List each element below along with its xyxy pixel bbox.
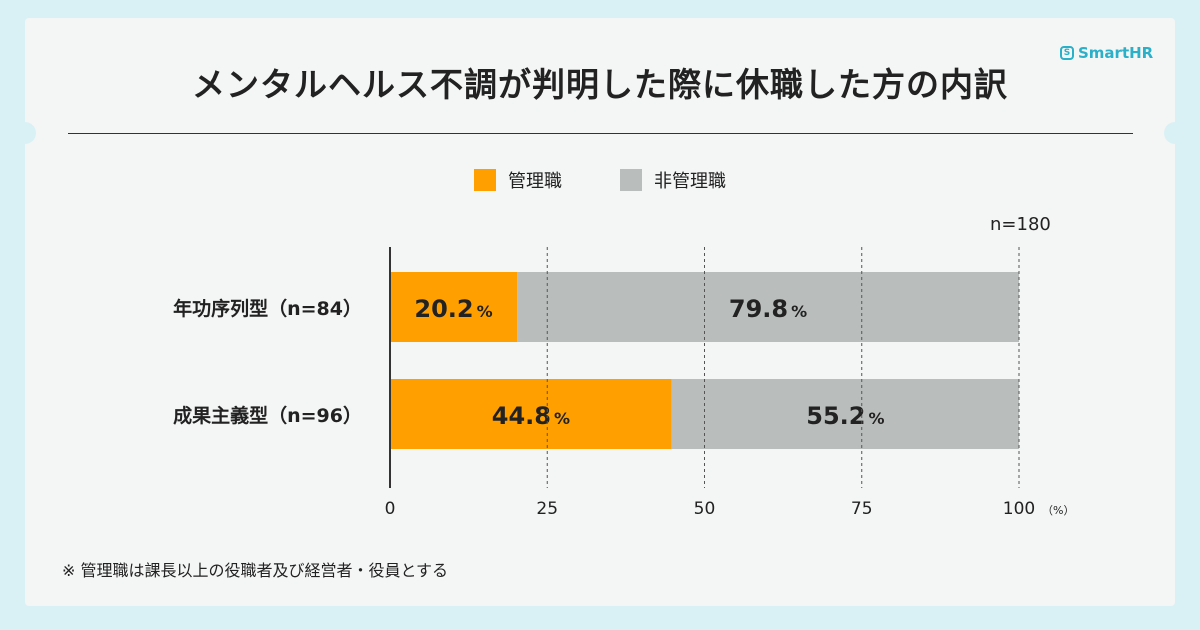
x-tick-label-50: 50 (694, 499, 716, 519)
data-label-managers-0: 20.2% (414, 295, 492, 323)
x-tick-label-0: 0 (385, 499, 396, 519)
bar-non-managers-0 (517, 272, 1019, 342)
legend-swatch-non-managers (620, 169, 642, 191)
category-label-performance: 成果主義型（n=96） (173, 405, 362, 427)
x-tick-label-75: 75 (851, 499, 873, 519)
bar-managers-0 (390, 272, 518, 342)
x-tick-label-100: 100 (1003, 499, 1035, 519)
bar-managers-1 (390, 379, 672, 449)
smarthr-logo-icon: S (1060, 46, 1074, 60)
smarthr-logo: S SmartHR (1060, 43, 1153, 63)
footnote: ※ 管理職は課長以上の役職者及び経営者・役員とする (62, 561, 449, 580)
bar-non-managers-1 (671, 379, 1019, 449)
chart-title: メンタルヘルス不調が判明した際に休職した方の内訳 (192, 65, 1008, 104)
data-label-managers-1: 44.8% (492, 402, 570, 430)
category-label-seniority: 年功序列型（n=84） (173, 298, 362, 320)
legend-label-non-managers: 非管理職 (654, 171, 726, 192)
data-label-non-managers-1: 55.2% (806, 402, 884, 430)
legend-item-managers: 管理職 (474, 167, 562, 193)
legend-label-managers: 管理職 (508, 171, 562, 192)
data-label-non-managers-0: 79.8% (729, 295, 807, 323)
x-axis-unit: （%） (1042, 504, 1074, 517)
legend: 管理職 非管理職 (0, 167, 1200, 193)
title-divider (68, 133, 1133, 134)
card-notch-left (14, 122, 36, 144)
sample-size-label: n=180 (990, 214, 1051, 235)
x-tick-label-25: 25 (536, 499, 558, 519)
smarthr-logo-text: SmartHR (1078, 44, 1154, 62)
legend-item-non-managers: 非管理職 (620, 167, 726, 193)
legend-swatch-managers (474, 169, 496, 191)
card-notch-right (1164, 122, 1186, 144)
